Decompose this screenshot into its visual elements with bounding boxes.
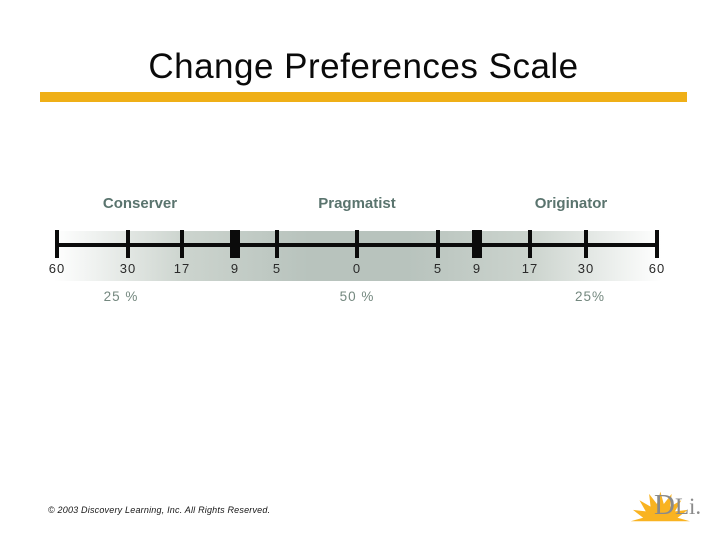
copyright-text: © 2003 Discovery Learning, Inc. All Righ… xyxy=(48,505,271,515)
percent-label-center: 50 % xyxy=(339,289,375,304)
scale-label-originator: Originator xyxy=(534,195,608,212)
scale-tick-label: 60 xyxy=(48,261,66,276)
scale-tick-label: 30 xyxy=(577,261,595,276)
scale-tick-30 xyxy=(584,230,588,258)
scale-tick-17 xyxy=(528,230,532,258)
scale-tick-17 xyxy=(180,230,184,258)
scale-tick-label: 9 xyxy=(230,261,240,276)
dli-logo: DLi. xyxy=(628,473,714,529)
scale-tick-9 xyxy=(230,230,240,258)
scale-tick-label: 60 xyxy=(648,261,666,276)
scale-label-conserver: Conserver xyxy=(102,195,178,212)
scale-tick-label: 17 xyxy=(173,261,191,276)
sunburst-icon xyxy=(630,491,690,522)
percent-label-left: 25 % xyxy=(103,289,139,304)
scale-tick-60 xyxy=(655,230,659,258)
scale-tick-30 xyxy=(126,230,130,258)
dli-logo-letters-li: Li. xyxy=(674,494,702,519)
scale-tick-label: 5 xyxy=(433,261,443,276)
scale-tick-9 xyxy=(472,230,482,258)
title-accent-bar xyxy=(40,92,687,102)
scale-tick-0 xyxy=(355,230,359,258)
percent-label-right: 25% xyxy=(574,289,606,304)
scale-label-pragmatist: Pragmatist xyxy=(318,195,396,212)
page-title: Change Preferences Scale xyxy=(148,47,579,86)
scale-tick-60 xyxy=(55,230,59,258)
scale-tick-label: 30 xyxy=(119,261,137,276)
dli-logo-text: DLi. xyxy=(654,491,701,520)
scale-tick-5 xyxy=(436,230,440,258)
scale-tick-label: 9 xyxy=(472,261,482,276)
dli-logo-letter-d: D xyxy=(654,489,675,521)
scale-tick-5 xyxy=(275,230,279,258)
scale-tick-label: 17 xyxy=(521,261,539,276)
scale-tick-label: 5 xyxy=(272,261,282,276)
scale-tick-label: 0 xyxy=(352,261,362,276)
